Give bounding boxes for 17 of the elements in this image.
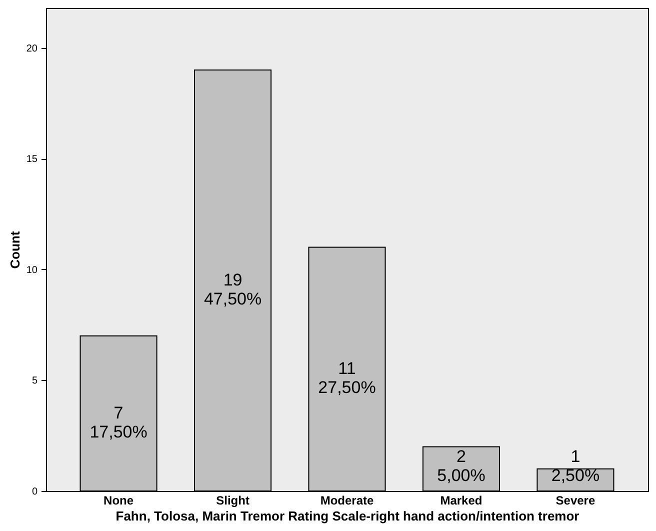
x-tick-label: None (104, 494, 134, 508)
y-tick-label: 10 (26, 264, 38, 276)
y-tick-label: 5 (32, 376, 38, 387)
y-axis-title: Count (7, 230, 22, 269)
x-axis-title: Fahn, Tolosa, Marin Tremor Rating Scale-right hand action/intention tremor (116, 508, 580, 524)
y-tick-label: 20 (26, 43, 38, 54)
data-label: 1 2,50% (551, 447, 600, 486)
data-label: 11 27,50% (318, 359, 376, 398)
y-tick-label: 0 (32, 486, 38, 498)
x-tick-label: Moderate (320, 494, 374, 508)
x-tick-label: Slight (216, 494, 250, 508)
data-label: 7 17,50% (90, 403, 148, 442)
x-tick-label: Marked (440, 494, 482, 508)
x-tick-label: Severe (556, 494, 596, 508)
data-label: 2 5,00% (437, 447, 486, 486)
y-tick-label: 15 (26, 154, 38, 166)
data-label: 19 47,50% (204, 270, 262, 309)
